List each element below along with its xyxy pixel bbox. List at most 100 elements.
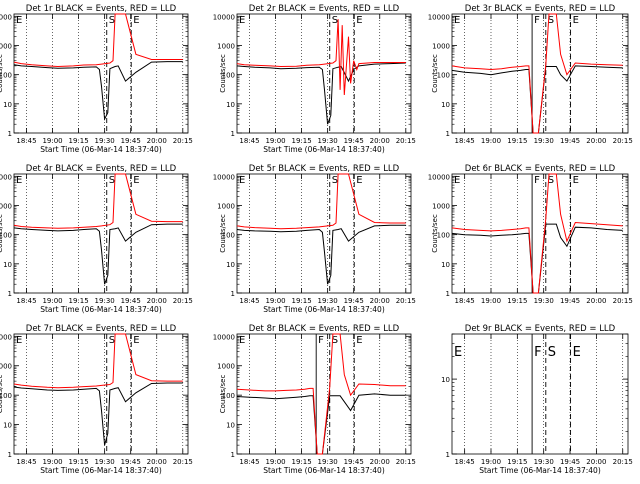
y-tick-label: 10 xyxy=(3,422,12,430)
x-tick-label: 19:30 xyxy=(534,137,554,145)
x-tick-label: 18:45 xyxy=(455,137,475,145)
series-line-events xyxy=(451,65,623,134)
x-tick-label: 20:15 xyxy=(173,137,193,145)
x-tick-label: 19:15 xyxy=(507,458,527,466)
y-tick-label: 1 xyxy=(8,451,12,459)
x-tick-label: 19:45 xyxy=(121,297,141,305)
panel-title: Det 9r BLACK = Events, RED = LLD xyxy=(465,324,616,334)
x-tick-label: 20:15 xyxy=(173,297,193,305)
y-tick-label: 10 xyxy=(441,261,450,269)
x-axis-label: Start Time (06-Mar-14 18:37:40) xyxy=(40,145,162,154)
plot-frame xyxy=(451,333,629,455)
panel-title: Det 8r BLACK = Events, RED = LLD xyxy=(249,324,400,334)
y-tick-label: 10000 xyxy=(0,333,12,341)
y-tick-label: 1 xyxy=(446,451,450,459)
x-tick-label: 19:00 xyxy=(481,297,501,305)
y-tick-label: 10000 xyxy=(428,13,450,21)
x-tick-label: 20:00 xyxy=(147,458,167,466)
x-tick-label: 19:00 xyxy=(42,458,62,466)
x-tick-label: 20:15 xyxy=(396,458,416,466)
x-tick-label: 19:00 xyxy=(42,137,62,145)
marker-label-E: E xyxy=(239,15,245,26)
x-tick-label: 19:15 xyxy=(292,297,312,305)
marker-label-S: S xyxy=(548,175,554,186)
x-tick-label: 20:15 xyxy=(173,458,193,466)
y-axis-label: Counts/sec xyxy=(431,214,439,253)
marker-label-E: E xyxy=(573,345,581,360)
x-tick-label: 19:15 xyxy=(292,458,312,466)
series-line-lld xyxy=(13,333,183,389)
y-tick-label: 1000 xyxy=(0,363,12,371)
x-tick-label: 18:45 xyxy=(16,297,36,305)
marker-label-S: S xyxy=(332,335,338,346)
x-axis-label: Start Time (06-Mar-14 18:37:40) xyxy=(263,466,385,475)
x-tick-label: 19:15 xyxy=(507,297,527,305)
marker-label-E: E xyxy=(239,175,245,186)
plot-frame xyxy=(13,13,189,134)
x-tick-label: 18:45 xyxy=(239,297,259,305)
x-tick-label: 20:00 xyxy=(147,297,167,305)
x-tick-label: 19:00 xyxy=(265,137,285,145)
y-tick-label: 10 xyxy=(441,376,450,384)
x-tick-label: 18:45 xyxy=(239,137,259,145)
marker-label-E: E xyxy=(133,175,139,186)
x-tick-label: 19:45 xyxy=(344,137,364,145)
x-tick-label: 20:00 xyxy=(370,297,390,305)
y-tick-label: 100 xyxy=(437,72,450,80)
y-tick-label: 10000 xyxy=(213,173,235,181)
x-tick-label: 19:00 xyxy=(481,458,501,466)
x-tick-label: 19:30 xyxy=(318,458,338,466)
marker-label-S: S xyxy=(548,345,556,360)
marker-label-S: S xyxy=(332,175,338,186)
x-tick-label: 19:45 xyxy=(560,458,580,466)
marker-label-E: E xyxy=(573,15,579,26)
y-tick-label: 10000 xyxy=(0,13,12,21)
panel-title: Det 3r BLACK = Events, RED = LLD xyxy=(465,4,616,14)
marker-label-E: E xyxy=(133,335,139,346)
series-line-lld xyxy=(13,13,183,68)
marker-label-E: E xyxy=(356,335,362,346)
marker-label-E: E xyxy=(454,345,462,360)
series-line-events xyxy=(13,382,183,446)
x-tick-label: 19:30 xyxy=(534,458,554,466)
x-tick-label: 18:45 xyxy=(239,458,259,466)
marker-label-E: E xyxy=(356,175,362,186)
x-tick-label: 20:15 xyxy=(613,297,633,305)
series-line-lld xyxy=(451,173,623,294)
marker-label-E: E xyxy=(16,175,22,186)
marker-label-S: S xyxy=(332,15,338,26)
plot-frame xyxy=(451,13,629,134)
x-tick-label: 18:45 xyxy=(16,137,36,145)
x-tick-label: 20:15 xyxy=(396,297,416,305)
x-tick-label: 20:00 xyxy=(370,137,390,145)
y-tick-label: 1 xyxy=(8,290,12,298)
x-tick-label: 19:15 xyxy=(69,458,89,466)
marker-label-E: E xyxy=(454,15,460,26)
panel-title: Det 5r BLACK = Events, RED = LLD xyxy=(249,164,400,174)
x-tick-label: 19:00 xyxy=(265,458,285,466)
series-line-lld xyxy=(236,333,406,455)
y-tick-label: 10000 xyxy=(0,173,12,181)
panel-det-9: Det 9r BLACK = Events, RED = LLD E F S E 1 10 1… xyxy=(441,324,633,475)
x-tick-label: 19:30 xyxy=(318,297,338,305)
x-tick-label: 19:15 xyxy=(69,137,89,145)
x-tick-label: 19:30 xyxy=(318,137,338,145)
x-tick-label: 20:00 xyxy=(586,458,606,466)
x-tick-label: 18:45 xyxy=(455,458,475,466)
y-tick-label: 1000 xyxy=(217,202,235,210)
y-axis-label: Counts/sec xyxy=(219,54,227,93)
x-tick-label: 20:00 xyxy=(147,137,167,145)
x-tick-label: 19:45 xyxy=(344,297,364,305)
marker-label-F: F xyxy=(534,345,541,360)
y-tick-label: 1000 xyxy=(217,363,235,371)
y-tick-label: 10 xyxy=(226,261,235,269)
y-tick-label: 100 xyxy=(222,392,235,400)
y-tick-label: 1 xyxy=(446,290,450,298)
y-tick-label: 10000 xyxy=(428,173,450,181)
y-tick-label: 1 xyxy=(8,130,12,138)
x-tick-label: 19:45 xyxy=(121,137,141,145)
